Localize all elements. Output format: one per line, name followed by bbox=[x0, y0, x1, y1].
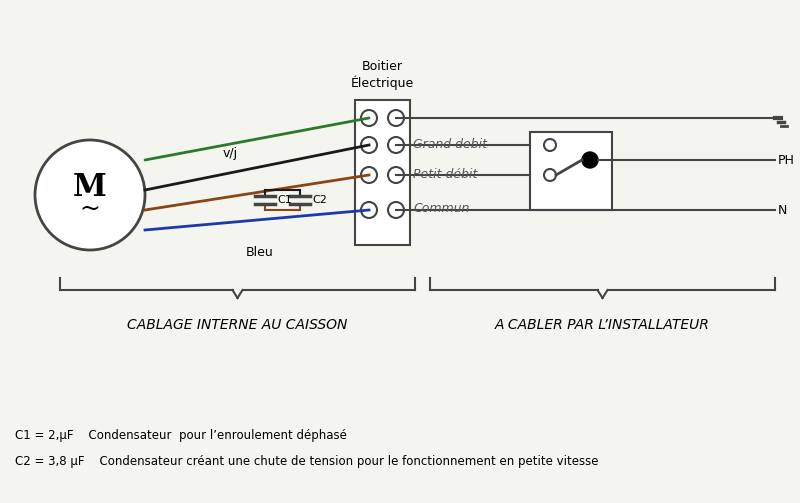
Text: PH: PH bbox=[778, 153, 795, 166]
Circle shape bbox=[388, 202, 404, 218]
Text: M: M bbox=[73, 172, 107, 203]
Text: Boitier
Électrique: Boitier Électrique bbox=[351, 60, 414, 90]
Circle shape bbox=[544, 139, 556, 151]
Text: Petit débit: Petit débit bbox=[413, 167, 478, 181]
Text: C2 = 3,8 μF    Condensateur créant une chute de tension pour le fonctionnement e: C2 = 3,8 μF Condensateur créant une chut… bbox=[15, 456, 598, 468]
Bar bbox=[355, 100, 410, 245]
Circle shape bbox=[361, 167, 377, 183]
Text: CABLAGE INTERNE AU CAISSON: CABLAGE INTERNE AU CAISSON bbox=[127, 318, 348, 332]
Text: C1: C1 bbox=[277, 195, 292, 205]
Text: v/j: v/j bbox=[222, 146, 238, 159]
Text: N: N bbox=[778, 204, 787, 216]
Text: Bleu: Bleu bbox=[246, 246, 274, 260]
Circle shape bbox=[361, 137, 377, 153]
Bar bbox=[530, 132, 612, 210]
Text: C1 = 2,μF    Condensateur  pour l’enroulement déphasé: C1 = 2,μF Condensateur pour l’enroulemen… bbox=[15, 429, 347, 442]
Text: A CABLER PAR L’INSTALLATEUR: A CABLER PAR L’INSTALLATEUR bbox=[495, 318, 710, 332]
Circle shape bbox=[544, 169, 556, 181]
Text: ~: ~ bbox=[79, 198, 101, 220]
Text: C2: C2 bbox=[312, 195, 327, 205]
Text: Grand debit: Grand debit bbox=[413, 137, 487, 150]
Circle shape bbox=[388, 137, 404, 153]
Text: Commun: Commun bbox=[413, 203, 470, 215]
Circle shape bbox=[361, 202, 377, 218]
Circle shape bbox=[388, 167, 404, 183]
Circle shape bbox=[35, 140, 145, 250]
Circle shape bbox=[582, 152, 598, 168]
Circle shape bbox=[361, 110, 377, 126]
Circle shape bbox=[388, 110, 404, 126]
